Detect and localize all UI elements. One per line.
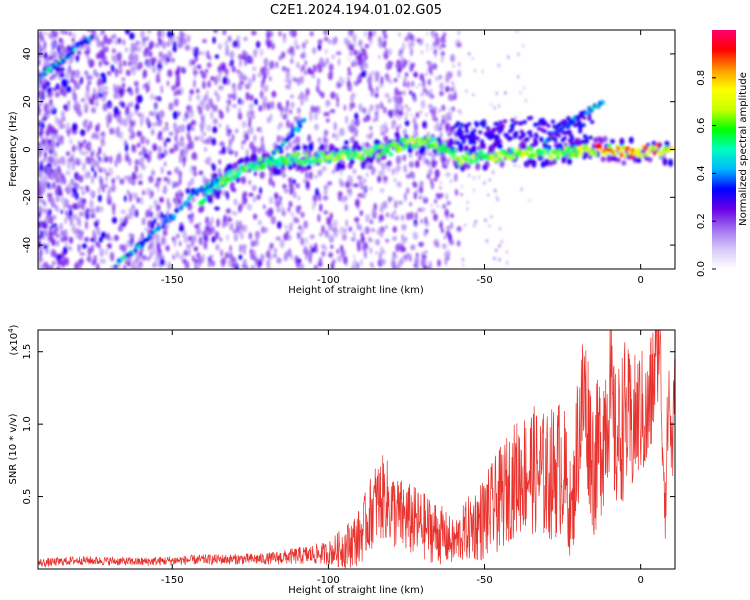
colorbar-tick-label: 0.4 — [696, 165, 707, 181]
snr-y-tick-label: 1.5 — [22, 344, 33, 360]
spectrogram-x-label: Height of straight line (km) — [288, 285, 424, 296]
snr-multiplier-close: ) — [9, 324, 20, 328]
spectrogram-y-tick-label: -40 — [22, 237, 33, 253]
spectrogram-heatmap — [38, 30, 674, 269]
snr-frame — [37, 329, 676, 570]
colorbar-tick-label: 0.8 — [696, 70, 707, 86]
snr-series-line — [38, 330, 675, 569]
spectrogram-y-tick-label: -20 — [22, 189, 33, 205]
snr-x-axis: -150 -100 -50 0 — [161, 330, 644, 586]
spectrogram-panel: -150 -100 -50 0 -40 -20 0 20 40 Height of strai… — [8, 29, 676, 296]
snr-y-label: SNR (10 * v/v) — [8, 413, 19, 484]
snr-multiplier: (x104) — [7, 324, 20, 355]
snr-y-tick-label: 1.0 — [22, 416, 33, 432]
snr-x-label: Height of straight line (km) — [288, 585, 424, 596]
colorbar-tick-label: 0.0 — [696, 261, 707, 277]
snr-x-tick-label: -100 — [317, 575, 340, 586]
colorbar-label: Normalized spectral amplitude — [738, 72, 749, 226]
colorbar-axis: 0.0 0.2 0.4 0.6 0.8 — [696, 70, 716, 277]
spectrogram-x-tick-label: 0 — [637, 275, 643, 286]
spectrogram-x-axis: -150 -100 -50 0 — [161, 30, 644, 286]
chart-title: C2E1.2024.194.01.02.G05 — [270, 3, 442, 18]
snr-panel: -150 -100 -50 0 0.5 1.0 1.5 Height of straigh… — [7, 324, 676, 596]
colorbar: 0.0 0.2 0.4 0.6 0.8 Normalized spectral ampl… — [696, 30, 749, 277]
snr-y-tick-label: 0.5 — [22, 489, 33, 505]
spectrogram-x-tick-label: -100 — [317, 275, 340, 286]
spectrogram-y-axis: -40 -20 0 20 40 — [22, 48, 675, 253]
colorbar-tick-label: 0.6 — [696, 118, 707, 134]
spectrogram-y-tick-label: 40 — [22, 48, 33, 61]
snr-x-tick-label: 0 — [637, 575, 643, 586]
snr-y-axis: 0.5 1.0 1.5 — [22, 344, 675, 505]
snr-multiplier-base: (x10 — [9, 333, 20, 356]
spectrogram-x-tick-label: -50 — [476, 275, 492, 286]
snr-x-tick-label: -150 — [161, 575, 184, 586]
snr-x-tick-label: -50 — [476, 575, 492, 586]
spectrogram-x-tick-label: -150 — [161, 275, 184, 286]
colorbar-tick-label: 0.2 — [696, 213, 707, 229]
colorbar-gradient — [712, 30, 736, 269]
spectrogram-y-label: Frequency (Hz) — [8, 111, 19, 187]
spectrogram-y-tick-label: 0 — [22, 146, 33, 152]
snr-multiplier-exp: 4 — [7, 328, 15, 333]
spectrogram-y-tick-label: 20 — [22, 95, 33, 108]
